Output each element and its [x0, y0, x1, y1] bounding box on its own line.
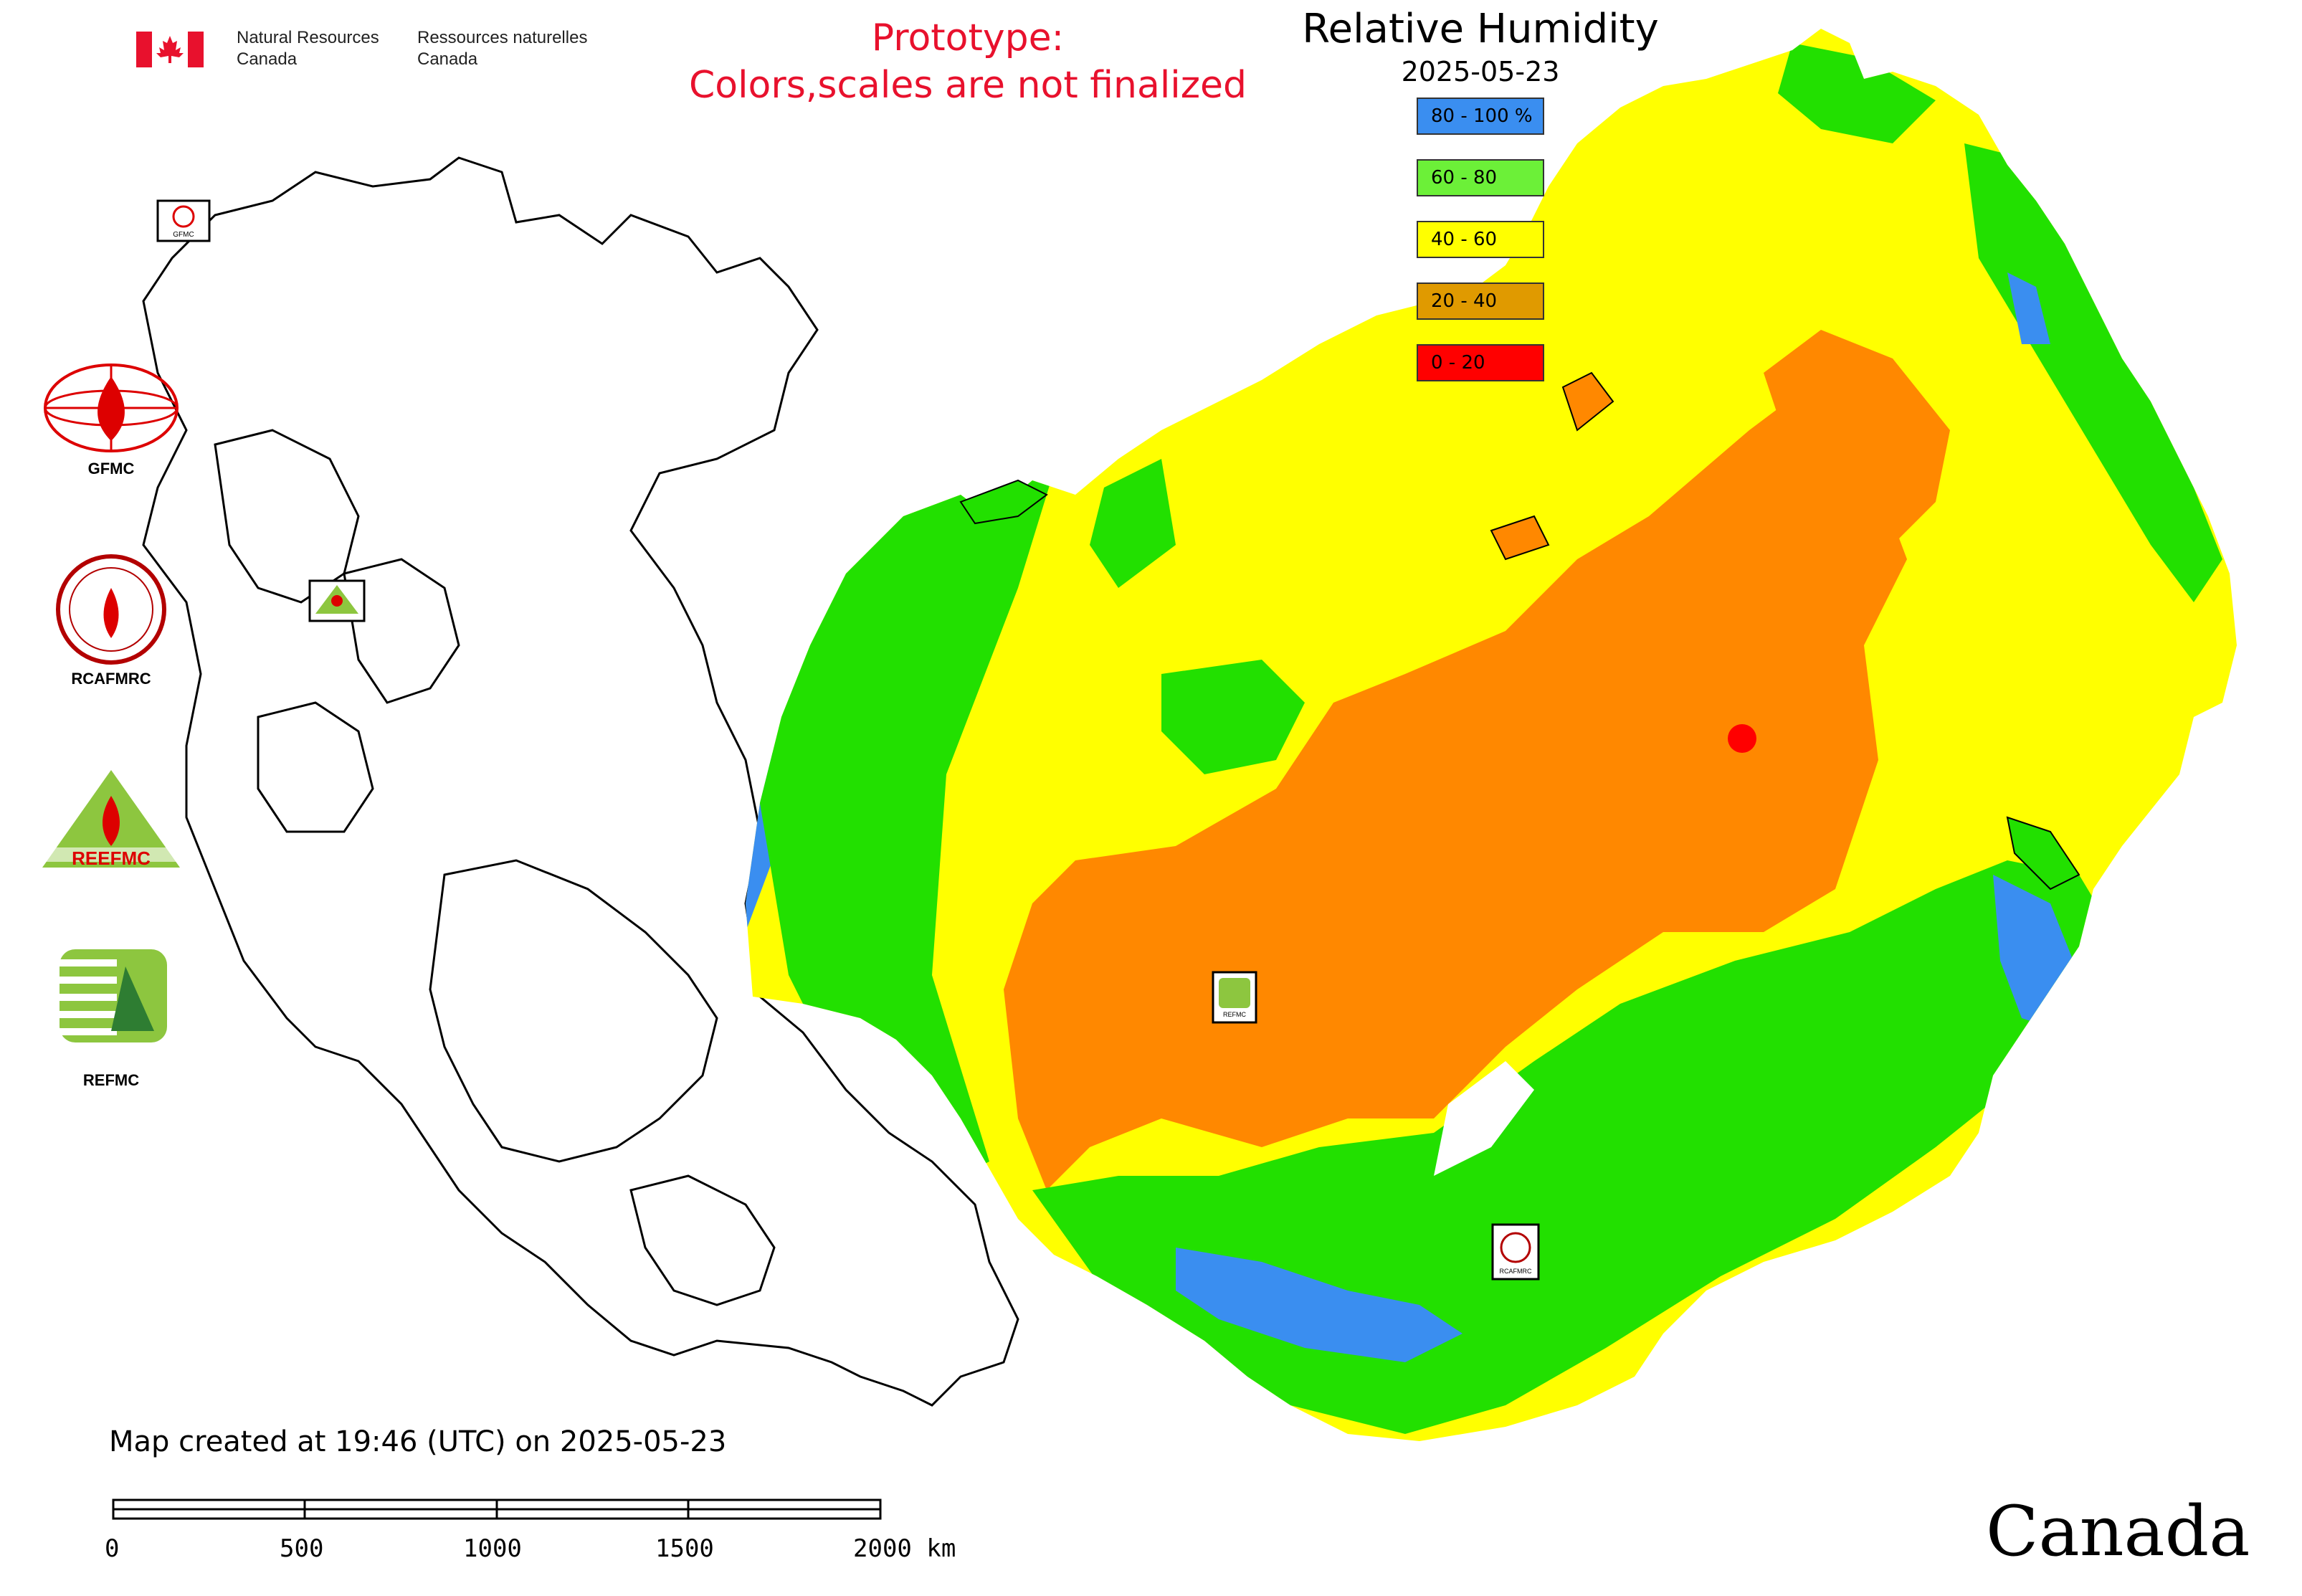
prototype-notice-line2: Colors,scales are not finalized — [688, 64, 1247, 107]
rcafmrc-logo-icon — [56, 554, 166, 665]
department-name-fr: Ressources naturelles Canada — [417, 27, 587, 70]
legend-label-60-80: 60 - 80 — [1431, 167, 1498, 189]
canada-wordmark-text: Canada — [1986, 1491, 2250, 1572]
canada-flag-icon — [136, 32, 204, 67]
reefmc-logo-icon — [42, 770, 180, 868]
rcafmrc-label: RCAFMRC — [71, 670, 151, 688]
scale-tick-500: 500 — [280, 1534, 324, 1563]
department-fr-line2: Canada — [417, 49, 478, 69]
gfmc-label: GFMC — [87, 460, 135, 478]
arctic-islands — [959, 371, 2080, 890]
department-fr-line1: Ressources naturelles — [417, 28, 588, 47]
legend-label-20-40: 20 - 40 — [1431, 290, 1498, 312]
legend-item-80-100: 80 - 100 % — [1417, 98, 1544, 135]
scale-bar-graphic — [112, 1498, 882, 1520]
refmc-marker-label: REFMC — [1223, 1011, 1246, 1018]
humidity-legend: 80 - 100 % 60 - 80 40 - 60 20 - 40 0 - 2… — [1417, 98, 1589, 384]
legend-item-0-20: 0 - 20 — [1417, 344, 1544, 381]
rcafmrc-logo-block[interactable]: RCAFMRC — [39, 552, 183, 688]
country-outlines — [142, 156, 1019, 1407]
gfmc-marker-label: GFMC — [173, 231, 194, 239]
department-name-en: Natural Resources Canada — [237, 27, 379, 70]
refmc-logo-icon — [60, 949, 167, 1042]
map-created-text: Map created at 19:46 (UTC) on 2025-05-23 — [109, 1425, 727, 1458]
prototype-notice: Prototype: Colors,scales are not finaliz… — [645, 14, 1290, 109]
legend-label-0-20: 0 - 20 — [1431, 352, 1485, 374]
government-header: Natural Resources Canada Ressources natu… — [136, 27, 609, 77]
map-title: Relative Humidity — [1302, 6, 1659, 52]
canada-wordmark: Canada — [1986, 1491, 2250, 1572]
reefmc-label: REEFMC — [72, 847, 151, 869]
legend-item-20-40: 20 - 40 — [1417, 282, 1544, 320]
reefmc-map-marker[interactable] — [308, 579, 366, 622]
department-en-line2: Canada — [237, 49, 298, 69]
refmc-map-marker[interactable]: REFMC — [1212, 971, 1257, 1024]
legend-label-40-60: 40 - 60 — [1431, 229, 1498, 250]
scale-tick-1000: 1000 — [463, 1534, 522, 1563]
gfmc-logo-block[interactable]: GFMC — [39, 362, 183, 484]
gfmc-map-marker[interactable]: GFMC — [156, 199, 211, 242]
legend-item-40-60: 40 - 60 — [1417, 221, 1544, 258]
refmc-label: REFMC — [82, 1071, 140, 1089]
scale-bar: 0 500 1000 1500 2000 km — [105, 1498, 968, 1577]
reefmc-logo-block[interactable]: REEFMC — [39, 767, 183, 875]
low-humidity-hotspot — [1728, 724, 1756, 753]
rcafmrc-marker-label: RCAFMRC — [1500, 1268, 1532, 1275]
scale-tick-2000: 2000 km — [853, 1534, 956, 1563]
map-date: 2025-05-23 — [1401, 56, 1560, 87]
refmc-logo-block[interactable]: REFMC — [39, 945, 183, 1096]
rcafmrc-map-marker[interactable]: RCAFMRC — [1491, 1223, 1540, 1281]
department-en-line1: Natural Resources — [237, 28, 379, 47]
legend-label-80-100: 80 - 100 % — [1431, 105, 1533, 127]
scale-tick-1500: 1500 — [655, 1534, 714, 1563]
gfmc-logo-icon — [44, 364, 179, 452]
scale-tick-0: 0 — [105, 1534, 120, 1563]
legend-item-60-80: 60 - 80 — [1417, 159, 1544, 196]
prototype-notice-line1: Prototype: — [871, 16, 1065, 60]
